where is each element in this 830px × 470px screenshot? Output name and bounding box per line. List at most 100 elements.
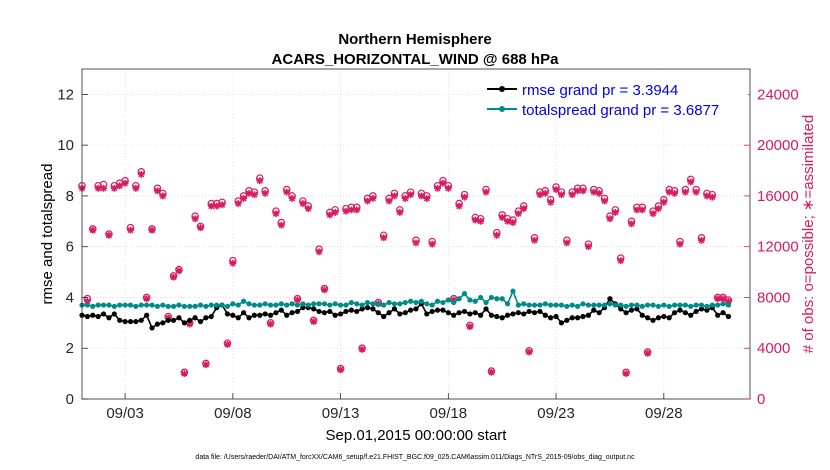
rmse-point-70 (456, 310, 462, 316)
rmse-point-58 (391, 306, 398, 312)
obs-assimilated-marker-49 (342, 207, 350, 215)
obs-assimilated-stroke-d2-76 (488, 369, 495, 376)
obs-assimilated-marker-41 (299, 200, 307, 207)
rmse-point-92 (575, 315, 581, 321)
totalspread-point-106 (650, 302, 656, 308)
rmse-point-17 (170, 317, 177, 323)
obs-assimilated-stroke-d2-13 (148, 227, 156, 234)
rmse-point-60 (402, 310, 408, 316)
obs-assimilated-marker-76 (488, 368, 495, 376)
obs-assimilated-stroke-d2-2 (89, 227, 96, 234)
obs-assimilated-marker-19 (180, 370, 188, 378)
totalspread-point-111 (677, 302, 683, 308)
obs-assimilated-stroke-d2-45 (321, 286, 328, 293)
obs-assimilated-marker-82 (520, 205, 528, 213)
rmse-point-77 (494, 313, 500, 320)
totalspread-point-54 (370, 301, 376, 307)
obs-assimilated-stroke-d2-3 (95, 185, 102, 192)
totalspread-point-71 (461, 291, 468, 297)
rmse-point-95 (591, 307, 597, 313)
totalspread-point-91 (569, 302, 575, 308)
totalspread-point-53 (364, 299, 371, 306)
rmse-point-29 (235, 315, 241, 321)
rmse-point-54 (370, 306, 376, 312)
obs-assimilated-marker-91 (568, 191, 576, 199)
totalspread-point-116 (704, 303, 710, 309)
rmse-point-74 (478, 312, 484, 318)
obs-assimilated-marker-83 (525, 348, 533, 356)
x-tick-label-5: 09/28 (645, 405, 683, 422)
rmse-point-90 (564, 317, 570, 323)
totalspread-point-108 (661, 302, 667, 308)
obs-assimilated-stroke-d2-41 (299, 200, 306, 207)
totalspread-point-89 (558, 302, 565, 308)
rmse-point-44 (316, 308, 322, 315)
plot-area (82, 69, 750, 399)
obs-assimilated-marker-29 (234, 200, 242, 207)
obs-assimilated-stroke-d2-25 (213, 203, 220, 210)
totalspread-point-80 (510, 288, 516, 294)
totalspread-point-14 (154, 303, 161, 309)
obs-assimilated-stroke-d2-86 (542, 190, 549, 197)
totalspread-point-46 (327, 302, 333, 308)
legend: rmse grand pr = 3.3944 totalspread grand… (480, 72, 748, 122)
totalspread-point-105 (645, 302, 651, 308)
obs-assimilated-stroke-d2-75 (482, 189, 490, 196)
totalspread-point-2 (90, 303, 96, 309)
obs-assimilated-marker-18 (175, 267, 183, 275)
rmse-point-87 (548, 315, 554, 321)
obs-assimilated-marker-28 (229, 259, 237, 267)
totalspread-point-103 (634, 302, 640, 308)
obs-assimilated-stroke-d2-32 (251, 191, 258, 198)
obs-assimilated-stroke-d2-114 (693, 189, 700, 196)
obs-assimilated-stroke-d2-11 (138, 171, 145, 178)
rmse-point-30 (241, 310, 247, 316)
legend-label-rmse: rmse grand pr = 3.3944 (522, 82, 678, 99)
rmse-point-105 (645, 315, 651, 321)
rmse-point-65 (429, 308, 435, 315)
obs-assimilated-stroke-d2-108 (660, 199, 667, 206)
totalspread-point-119 (720, 301, 726, 307)
rmse-point-110 (671, 310, 678, 316)
rmse-point-1 (84, 313, 90, 320)
rmse-point-23 (203, 315, 209, 321)
totalspread-point-64 (424, 301, 430, 307)
obs-assimilated-marker-113 (687, 178, 695, 186)
obs-assimilated-marker-61 (407, 191, 415, 199)
totalspread-point-37 (278, 301, 284, 307)
obs-assimilated-stroke-d2-37 (278, 222, 285, 229)
obs-assimilated-stroke-d2-23 (202, 361, 209, 368)
obs-assimilated-stroke-d2-5 (105, 232, 112, 239)
totalspread-point-77 (494, 296, 500, 302)
rmse-point-51 (354, 308, 360, 315)
obs-assimilated-marker-59 (396, 209, 404, 216)
obs-assimilated-marker-43 (310, 318, 318, 325)
totalspread-point-100 (618, 302, 624, 308)
totalspread-point-99 (612, 302, 618, 308)
rmse-point-116 (704, 307, 710, 313)
obs-assimilated-stroke-d2-59 (396, 209, 403, 216)
rmse-point-9 (127, 318, 134, 325)
obs-assimilated-marker-6 (110, 184, 118, 192)
rmse-point-88 (553, 313, 559, 320)
obs-assimilated-stroke-d2-67 (439, 180, 446, 187)
obs-assimilated-stroke-d2-43 (310, 318, 317, 325)
rmse-point-101 (623, 310, 629, 316)
obs-assimilated-marker-66 (434, 184, 441, 192)
obs-assimilated-marker-72 (466, 323, 474, 331)
rmse-point-52 (359, 306, 365, 312)
obs-assimilated-marker-112 (681, 188, 689, 196)
rmse-point-15 (160, 320, 166, 326)
totalspread-point-25 (214, 302, 220, 308)
obs-assimilated-stroke-d2-64 (423, 195, 430, 202)
rmse-point-27 (224, 311, 231, 317)
rmse-point-35 (267, 312, 274, 318)
y-tick-label-left-6: 12 (57, 86, 74, 103)
totalspread-point-82 (521, 301, 527, 307)
totalspread-point-110 (671, 302, 678, 308)
obs-assimilated-stroke-d2-72 (466, 323, 473, 330)
rmse-point-93 (580, 313, 586, 320)
totalspread-point-12 (144, 302, 150, 308)
obs-assimilated-stroke-d2-88 (553, 186, 560, 193)
obs-assimilated-marker-36 (272, 210, 280, 218)
